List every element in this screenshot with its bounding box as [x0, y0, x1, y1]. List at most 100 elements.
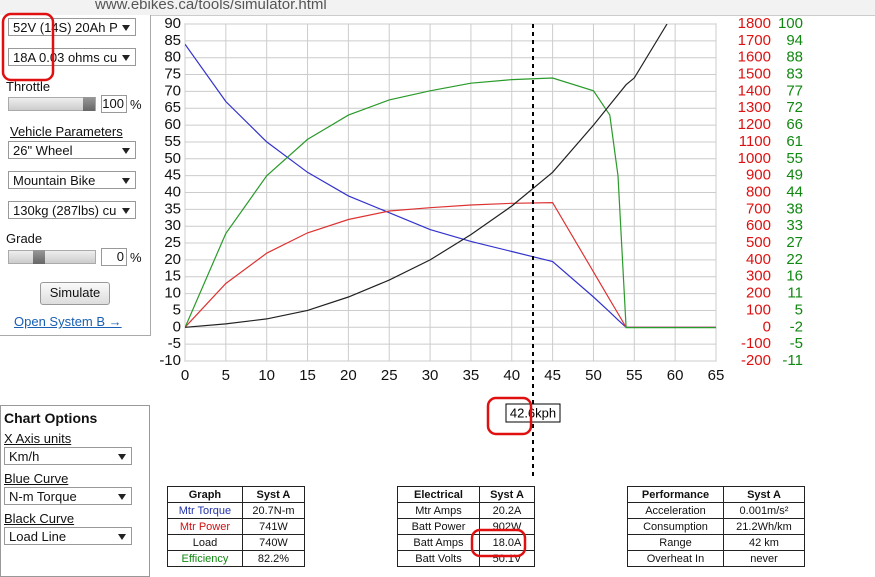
- y2-tick-label: 200: [746, 285, 771, 302]
- graph-table: Graph Syst A Mtr Torque 20.7N-m Mtr Power 741…: [167, 486, 306, 567]
- table-cell: 740W: [241, 534, 306, 551]
- table-cell: Mtr Power: [167, 518, 243, 535]
- vehicle-title: Vehicle Parameters: [10, 124, 123, 139]
- y-tick-label: 50: [164, 150, 181, 167]
- table-cell: Efficiency: [167, 550, 243, 567]
- x-tick-label: 5: [222, 367, 230, 384]
- x-tick-label: 60: [667, 367, 684, 384]
- y2-tick-label: 900: [746, 167, 771, 184]
- y2-tick-label: 1400: [738, 82, 771, 99]
- table-row: Consumption 21.2Wh/km: [627, 518, 805, 535]
- slider-knob[interactable]: [33, 250, 45, 264]
- battery-select[interactable]: 52V (14S) 20Ah P: [8, 18, 136, 36]
- y3-tick-label: 55: [786, 150, 803, 167]
- table-cell: Batt Volts: [397, 550, 480, 567]
- y-tick-label: 70: [164, 82, 181, 99]
- throttle-input[interactable]: 100: [101, 95, 127, 113]
- x-tick-label: 65: [708, 367, 725, 384]
- x-tick-label: 50: [585, 367, 602, 384]
- table-cell: 50.1V: [478, 550, 536, 567]
- table-row: Load 740W: [167, 534, 306, 551]
- table-cell: Consumption: [627, 518, 724, 535]
- x-axis-select[interactable]: Km/h: [4, 447, 132, 465]
- table-cell: Overheat In: [627, 550, 724, 567]
- y2-tick-label: 600: [746, 217, 771, 234]
- x-tick-label: 0: [181, 367, 189, 384]
- table-cell: 20.7N-m: [241, 502, 306, 519]
- header-cell: Syst A: [241, 486, 306, 503]
- y-tick-label: 65: [164, 99, 181, 116]
- x-tick-label: 30: [422, 367, 439, 384]
- y-tick-label: -5: [168, 335, 181, 352]
- y3-tick-label: -2: [790, 318, 803, 335]
- table-row: Batt Volts 50.1V: [397, 550, 536, 567]
- y3-tick-label: -11: [782, 352, 803, 369]
- table-row: Mtr Power 741W: [167, 518, 306, 535]
- y3-tick-label: 16: [786, 268, 803, 285]
- header-cell: Graph: [167, 486, 243, 503]
- header-row: Performance Syst A: [627, 486, 805, 503]
- y3-tick-label: 49: [786, 167, 803, 184]
- y3-tick-label: 22: [786, 251, 803, 268]
- y-tick-label: 20: [164, 251, 181, 268]
- y3-tick-label: 100: [778, 15, 803, 32]
- table-cell: 0.001m/s²: [723, 502, 805, 519]
- y2-tick-label: 1500: [738, 66, 771, 83]
- chart-options-title: Chart Options: [4, 410, 98, 426]
- y-tick-label: 25: [164, 234, 181, 251]
- blue-curve-select[interactable]: N-m Torque: [4, 487, 132, 505]
- table-row: Batt Amps 18.0A: [397, 534, 536, 551]
- wheel-select[interactable]: 26" Wheel: [8, 141, 136, 159]
- table-cell: 902W: [478, 518, 536, 535]
- y3-tick-label: 33: [786, 217, 803, 234]
- y2-tick-label: 700: [746, 200, 771, 217]
- y3-tick-label: 66: [786, 116, 803, 133]
- y-tick-label: 55: [164, 133, 181, 150]
- table-row: Mtr Torque 20.7N-m: [167, 502, 306, 519]
- table-cell: Range: [627, 534, 724, 551]
- table-cell: Acceleration: [627, 502, 724, 519]
- y2-tick-label: 800: [746, 183, 771, 200]
- y-tick-label: 80: [164, 49, 181, 66]
- black-curve-select[interactable]: Load Line: [4, 527, 132, 545]
- y2-tick-label: 1700: [738, 32, 771, 49]
- system-b-link[interactable]: Open System B →: [14, 314, 122, 329]
- y2-tick-label: 1100: [739, 133, 771, 150]
- table-row: Batt Power 902W: [397, 518, 536, 535]
- throttle-label: Throttle: [6, 79, 51, 94]
- y3-tick-label: 88: [786, 49, 803, 66]
- header-row: Electrical Syst A: [397, 486, 536, 503]
- bike-select[interactable]: Mountain Bike: [8, 171, 136, 189]
- slider-knob[interactable]: [83, 97, 95, 111]
- y3-tick-label: 77: [786, 82, 803, 99]
- y3-tick-label: 94: [786, 32, 803, 49]
- y-tick-label: 35: [164, 200, 181, 217]
- weight-select[interactable]: 130kg (287lbs) cu: [8, 201, 136, 219]
- y-tick-label: 75: [164, 66, 181, 83]
- curve: [185, 77, 716, 329]
- table-cell: 741W: [241, 518, 306, 535]
- y2-tick-label: 1600: [738, 49, 771, 66]
- header-cell: Syst A: [478, 486, 536, 503]
- grade-input[interactable]: 0: [101, 248, 127, 266]
- header-cell: Performance: [627, 486, 724, 503]
- throttle-slider[interactable]: [8, 97, 96, 111]
- x-tick-label: 25: [381, 367, 398, 384]
- grade-slider[interactable]: [8, 250, 96, 264]
- url[interactable]: www.ebikes.ca/tools/simulator.html: [95, 0, 327, 13]
- table-cell: Mtr Amps: [397, 502, 480, 519]
- y-tick-label: 10: [164, 285, 181, 302]
- y2-tick-label: -100: [741, 335, 771, 352]
- y-tick-label: 15: [164, 268, 181, 285]
- electrical-table: Electrical Syst A Mtr Amps 20.2A Batt Power 9…: [397, 486, 536, 567]
- y2-tick-label: 1800: [738, 15, 771, 32]
- y2-tick-label: 300: [746, 268, 771, 285]
- y3-tick-label: 72: [786, 99, 803, 116]
- simulate-button[interactable]: Simulate: [40, 282, 110, 305]
- table-cell: Batt Amps: [397, 534, 480, 551]
- controller-select[interactable]: 18A 0.03 ohms cu: [8, 48, 136, 66]
- y2-tick-label: 100: [746, 301, 771, 318]
- y2-tick-label: 500: [746, 234, 771, 251]
- x-tick-label: 35: [463, 367, 480, 384]
